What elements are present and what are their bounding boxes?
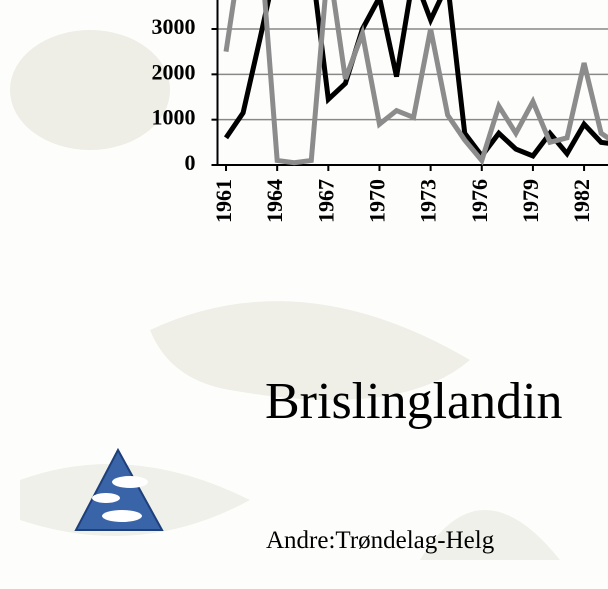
series-line: [223, 0, 608, 161]
fish-art: [10, 30, 170, 150]
x-tick-label: 1961: [211, 179, 236, 223]
x-tick-label: 1964: [262, 179, 287, 223]
y-tick-label: 1000: [152, 105, 196, 130]
x-tick-label: 1982: [569, 179, 594, 223]
x-tick-label: 1970: [365, 179, 390, 223]
y-tick-label: 0: [185, 150, 196, 175]
x-tick-label: 1979: [518, 179, 543, 223]
series-line: [223, 0, 608, 166]
y-tick-label: 3000: [152, 14, 196, 39]
shell-art: [420, 510, 560, 560]
x-tick-label: 1973: [416, 179, 441, 223]
y-tick-label: 2000: [152, 59, 196, 84]
slide-subtitle: Andre:Trøndelag-Helg: [266, 527, 495, 554]
x-tick-label: 1967: [313, 179, 338, 223]
slide-title: Brislinglandin: [265, 373, 563, 430]
logo: [74, 447, 164, 531]
x-tick-label: 1976: [467, 179, 492, 223]
whale-art: [150, 301, 470, 400]
